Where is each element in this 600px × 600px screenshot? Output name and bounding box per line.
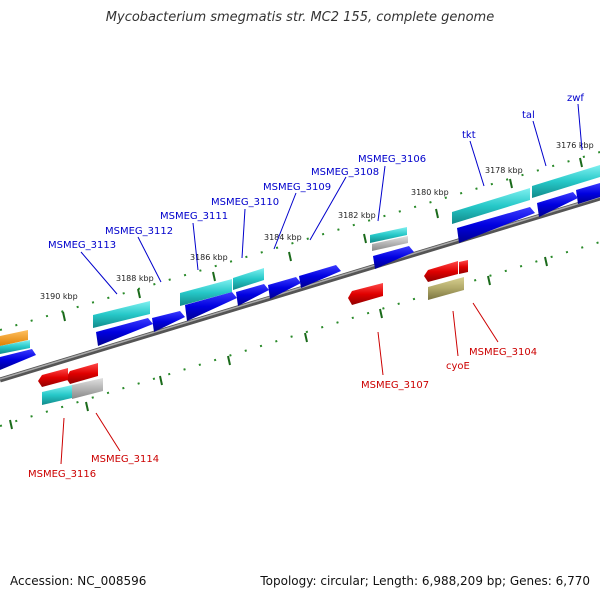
gene-bar-cyoE[interactable] xyxy=(428,277,464,300)
gene-bar-3106[interactable] xyxy=(370,227,407,243)
genome-backbone xyxy=(0,195,600,383)
tick-label: 3186 kbp xyxy=(190,253,228,262)
gene-label[interactable]: MSMEG_3108 xyxy=(311,167,379,178)
tick-labels: 3176 kbp 3178 kbp 3180 kbp 3182 kbp 3184… xyxy=(40,141,594,301)
gene-label[interactable]: MSMEG_3112 xyxy=(105,226,173,237)
gene-bar-3116[interactable] xyxy=(42,385,72,405)
accession-text: Accession: NC_008596 xyxy=(10,574,147,588)
gene-bar-3111[interactable] xyxy=(180,279,232,306)
tick-label: 3184 kbp xyxy=(264,233,302,242)
tick-label: 3180 kbp xyxy=(411,188,449,197)
gene-label[interactable]: MSMEG_3110 xyxy=(211,197,279,208)
reverse-gene-labels: MSMEG_3104 cyoE MSMEG_3107 MSMEG_3114 MS… xyxy=(28,347,537,480)
gene-label[interactable]: MSMEG_3111 xyxy=(160,211,228,222)
cds-arrow-reverse[interactable] xyxy=(66,363,98,384)
forward-gene-bars xyxy=(0,165,600,354)
gene-label[interactable]: MSMEG_3116 xyxy=(28,469,96,480)
gene-label[interactable]: MSMEG_3113 xyxy=(48,240,116,251)
gene-bar-left-cyan[interactable] xyxy=(0,340,30,354)
gene-label[interactable]: MSMEG_3106 xyxy=(358,154,426,165)
gene-label[interactable]: MSMEG_3114 xyxy=(91,454,159,465)
tick-label: 3190 kbp xyxy=(40,292,78,301)
gene-bar-tkt[interactable] xyxy=(452,188,530,224)
gene-label[interactable]: tal xyxy=(522,110,535,121)
cds-arrow[interactable] xyxy=(185,292,237,321)
gene-label[interactable]: MSMEG_3104 xyxy=(469,347,537,358)
cds-arrow[interactable] xyxy=(268,277,301,299)
gene-bar-left-orange[interactable] xyxy=(0,330,28,346)
tick-label: 3182 kbp xyxy=(338,211,376,220)
cds-arrow-reverse[interactable] xyxy=(459,260,468,274)
tick-label: 3188 kbp xyxy=(116,274,154,283)
gene-label[interactable]: MSMEG_3109 xyxy=(263,182,331,193)
gene-bar-3113[interactable] xyxy=(93,301,150,328)
gene-bar-3106-gray[interactable] xyxy=(372,236,408,251)
reverse-leader-lines xyxy=(60,302,499,465)
gene-bar-3110[interactable] xyxy=(233,268,264,290)
major-ticks xyxy=(9,157,583,430)
forward-cds-arrows xyxy=(0,183,600,370)
reverse-tick-track xyxy=(0,241,600,427)
cds-arrow-reverse[interactable] xyxy=(38,368,68,387)
reverse-features xyxy=(38,260,468,405)
gene-label[interactable]: cyoE xyxy=(446,361,470,372)
cds-arrow[interactable] xyxy=(537,192,578,217)
map-title: Mycobacterium smegmatis str. MC2 155, co… xyxy=(105,10,495,25)
gene-label[interactable]: zwf xyxy=(567,93,584,104)
cds-arrow-reverse[interactable] xyxy=(424,261,458,282)
cds-arrow-reverse[interactable] xyxy=(348,283,383,305)
tick-label: 3176 kbp xyxy=(556,141,594,150)
cds-arrow[interactable] xyxy=(96,318,153,346)
forward-leader-lines xyxy=(80,103,583,295)
cds-arrow[interactable] xyxy=(576,183,600,204)
forward-gene-labels: zwf tal tkt MSMEG_3106 MSMEG_3108 MSMEG_… xyxy=(48,93,584,251)
gene-label[interactable]: tkt xyxy=(462,130,476,141)
topology-text: Topology: circular; Length: 6,988,209 bp… xyxy=(260,574,590,588)
cds-arrow[interactable] xyxy=(236,284,269,306)
gene-label[interactable]: MSMEG_3107 xyxy=(361,380,429,391)
cds-arrow[interactable] xyxy=(299,265,341,288)
cds-arrow[interactable] xyxy=(373,246,414,269)
cds-arrow[interactable] xyxy=(0,349,36,370)
cds-arrow[interactable] xyxy=(457,207,535,243)
gene-bar-3114[interactable] xyxy=(72,378,103,399)
cds-arrow[interactable] xyxy=(152,311,185,332)
gene-bar-zwf[interactable] xyxy=(532,165,600,198)
tick-label: 3178 kbp xyxy=(485,166,523,175)
